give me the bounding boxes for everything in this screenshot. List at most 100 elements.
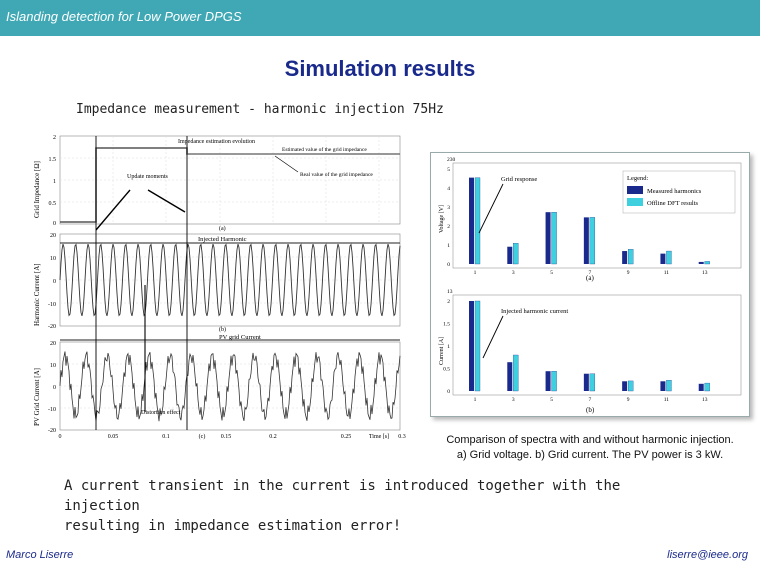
panel-a-ytick: 1: [53, 179, 56, 185]
sa-xtick: 3: [512, 270, 515, 276]
injected-harmonic-label: Injected Harmonic: [198, 236, 247, 243]
sa-ytick: 5: [447, 167, 450, 173]
panel-a-ytick: 1.5: [49, 157, 57, 163]
sb-bar-measured: [622, 381, 628, 391]
panel-b-ytick: 10: [50, 256, 56, 262]
legend-swatch-measured: [627, 186, 643, 194]
sb-ytick: 0.5: [443, 367, 450, 373]
sa-bar-offline: [551, 212, 557, 265]
header-title: Islanding detection for Low Power DPGS: [6, 9, 242, 24]
sb-xtick: 1: [474, 397, 477, 403]
sb-xtick: 5: [550, 397, 553, 403]
sb-xtick: 7: [588, 397, 591, 403]
sb-bar-measured: [660, 381, 666, 391]
panel-c-ytick: 10: [50, 363, 56, 369]
estimated-impedance-label: Estimated value of the grid impedance: [282, 146, 367, 153]
sb-ytick: 1: [447, 344, 450, 350]
caption-line-2: a) Grid voltage. b) Grid current. The PV…: [456, 449, 724, 461]
legend-title: Legend:: [627, 175, 648, 182]
sb-ytick: 0: [447, 389, 450, 395]
conclusion-text: A current transient in the current is in…: [64, 476, 704, 536]
update-moments-label: Update moments: [127, 174, 168, 180]
time-xtick: 0.05: [108, 434, 119, 440]
sa-xtick: 11: [664, 270, 670, 276]
sb-bar-measured: [507, 362, 513, 391]
sb-bar-offline: [551, 371, 557, 392]
panel-c-ylabel: PV Grid Current [A]: [33, 368, 41, 426]
panel-a-tag: (a): [219, 225, 226, 232]
time-xtick: 0.25: [341, 434, 352, 440]
panel-a-ytick: 0.5: [49, 201, 57, 207]
sa-xtick: 1: [474, 270, 477, 276]
panel-b-ytick: 0: [53, 279, 56, 285]
conclusion-line-1: A current transient in the current is in…: [64, 478, 621, 514]
real-impedance-label: Real value of the grid impedance: [300, 171, 373, 178]
legend-swatch-offline: [627, 198, 643, 206]
panel-a-ylabel: Grid Impedance [Ω]: [33, 161, 41, 218]
sa-bar-offline: [589, 217, 596, 265]
footer-author: Marco Liserre: [6, 549, 74, 561]
spectrum-b-top-value: 13: [447, 289, 453, 295]
sb-bar-offline: [474, 300, 481, 392]
sb-ytick: 2: [447, 299, 450, 305]
conclusion-line-2: resulting in impedance estimation error!: [64, 518, 402, 534]
sa-xtick: 5: [550, 270, 553, 276]
panel-c-ytick: 20: [50, 341, 56, 347]
sb-bar-offline: [589, 373, 596, 392]
sb-bar-offline: [666, 380, 672, 392]
grid-response-arrow: [478, 183, 504, 234]
injected-current-arrow: [482, 315, 504, 359]
sa-bar-measured: [583, 217, 589, 264]
sb-xtick: 13: [702, 397, 708, 403]
time-domain-plot: 2 1.5 1 0.5 0 Grid Impedance [Ω] Impedan…: [33, 135, 406, 440]
panel-c-ytick: -10: [48, 407, 56, 413]
sa-bar-measured: [660, 253, 666, 264]
panel-c-ytick: 0: [53, 385, 56, 391]
sb-bar-offline: [627, 380, 634, 392]
sb-bar-measured: [698, 383, 704, 391]
distortion-effect-label: Distortion effect: [141, 409, 181, 416]
sa-bar-offline: [704, 261, 710, 265]
time-xtick: 0.2: [269, 434, 277, 440]
panel-c-tag: (c): [199, 433, 206, 440]
sa-xtick: 9: [627, 270, 630, 276]
sb-xtick: 3: [512, 397, 515, 403]
panel-b-ytick: 20: [50, 233, 56, 239]
spectrum-b-frame: [452, 294, 742, 396]
sb-xtick: 9: [627, 397, 630, 403]
panel-b-ylabel: Harmonic Current [A]: [33, 263, 41, 326]
sb-xtick: 11: [664, 397, 670, 403]
caption-line-1: Comparison of spectra with and without h…: [446, 434, 734, 446]
sa-ytick: 0: [447, 262, 450, 268]
sa-ytick: 2: [447, 224, 450, 230]
sb-bar-measured: [469, 301, 474, 391]
sa-xtick: 13: [702, 270, 708, 276]
panel-a-ytick: 0: [53, 221, 56, 227]
grid-response-label: Grid response: [501, 176, 537, 183]
real-impedance-arrow: [274, 155, 299, 173]
sb-bar-offline: [704, 382, 710, 392]
sa-bar-offline: [513, 243, 519, 265]
sa-bar-offline: [627, 249, 634, 265]
injected-harmonic-wave: [59, 243, 401, 317]
figure-caption: Comparison of spectra with and without h…: [420, 433, 760, 463]
sa-ytick: 3: [447, 205, 450, 211]
header-bar: Islanding detection for Low Power DPGS: [0, 0, 760, 36]
time-xtick: 0: [59, 434, 62, 440]
spectrum-a-top-value: 230: [447, 157, 456, 163]
sa-bar-measured: [469, 177, 474, 264]
sa-bar-offline: [474, 177, 481, 265]
spectrum-a-ylabel: Voltage [V]: [439, 205, 445, 233]
sb-bar-measured: [583, 373, 589, 391]
legend-measured: Measured harmonics: [647, 188, 702, 195]
pv-grid-current-wave: [59, 351, 401, 422]
sa-bar-measured: [507, 246, 513, 264]
footer-email: liserre@ieee.org: [667, 549, 748, 561]
sa-bar-measured: [622, 251, 628, 264]
spectrum-b-tag: (b): [586, 406, 595, 414]
spectrum-a-tag: (a): [586, 274, 594, 282]
impedance-evolution-label: Impedance estimation evolution: [178, 139, 255, 145]
time-domain-figure: 2 1.5 1 0.5 0 Grid Impedance [Ω] Impedan…: [30, 130, 420, 442]
